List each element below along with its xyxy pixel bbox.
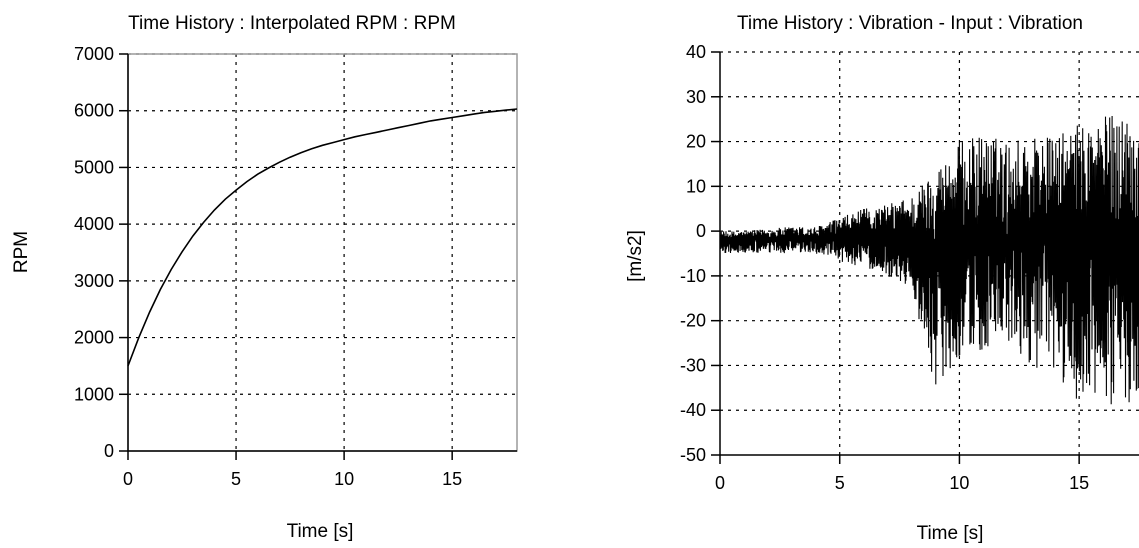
y-tick-label: -10 [680,266,706,286]
y-tick-label: -50 [680,445,706,465]
x-tick-label: 10 [334,469,354,489]
y-axis-title: RPM [11,231,32,273]
plot-frame [127,53,518,452]
x-tick-label: 5 [231,469,241,489]
y-tick-label: -30 [680,355,706,375]
vibration-series-line [719,115,1139,405]
y-tick-label: 3000 [74,271,114,291]
y-tick-label: 2000 [74,328,114,348]
chart-title: Time History : Vibration - Input : Vibra… [737,13,1083,34]
rpm-series-line [127,108,518,367]
x-tick-label: 5 [835,473,845,493]
y-tick-label: 5000 [74,157,114,177]
x-tick-label: 15 [442,469,462,489]
vibration-chart: Time History : Vibration - Input : Vibra… [625,13,1139,544]
y-tick-label: 40 [686,42,706,62]
y-tick-label: 20 [686,132,706,152]
y-tick-label: 7000 [74,44,114,64]
x-tick-label: 15 [1069,473,1089,493]
y-tick-label: -20 [680,311,706,331]
y-tick-label: 30 [686,87,706,107]
y-tick-label: 6000 [74,101,114,121]
rpm-chart: Time History : Interpolated RPM : RPM Ti… [11,13,518,542]
y-tick-label: -40 [680,400,706,420]
chart-title: Time History : Interpolated RPM : RPM [128,13,456,34]
y-tick-label: 4000 [74,214,114,234]
x-tick-label: 0 [715,473,725,493]
y-axis-title: [m/s2] [625,230,646,282]
x-axis-title: Time [s] [287,521,354,542]
y-tick-label: 0 [104,441,114,461]
y-tick-label: 1000 [74,384,114,404]
x-tick-label: 10 [949,473,969,493]
x-axis-title: Time [s] [917,523,984,544]
x-tick-label: 0 [123,469,133,489]
y-tick-label: 10 [686,176,706,196]
y-tick-label: 0 [696,221,706,241]
